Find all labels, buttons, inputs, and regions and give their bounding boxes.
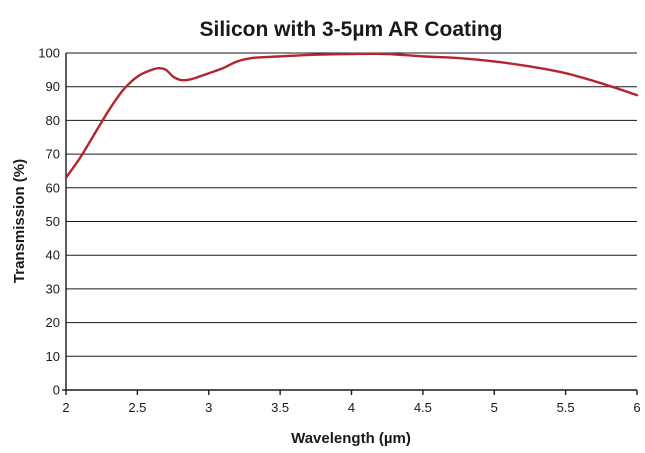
y-axis-label: Transmission (%) <box>11 159 28 283</box>
y-tick-label: 80 <box>46 113 60 128</box>
x-tick-label: 4 <box>348 400 355 415</box>
x-tick-label: 4.5 <box>414 400 432 415</box>
y-tick-label: 100 <box>38 46 60 61</box>
x-tick-label: 2.5 <box>128 400 146 415</box>
transmission-curve <box>64 52 639 179</box>
y-tick-label: 60 <box>46 180 60 195</box>
x-tick-label: 2 <box>62 400 69 415</box>
y-tick-label: 20 <box>46 315 60 330</box>
tick-labels: 0 10 20 30 40 50 60 70 80 90 100 2 2.5 3 3.5 4 4.5 5 5.5 6 <box>38 46 640 416</box>
x-tick-label: 3 <box>205 400 212 415</box>
x-tick-label: 5 <box>491 400 498 415</box>
x-tick-label: 6 <box>633 400 640 415</box>
y-tick-label: 50 <box>46 214 60 229</box>
x-tick-label: 3.5 <box>271 400 289 415</box>
y-tick-label: 30 <box>46 281 60 296</box>
x-tick-label: 5.5 <box>557 400 575 415</box>
y-tick-label: 70 <box>46 147 60 162</box>
y-tick-label: 0 <box>53 383 60 398</box>
y-tick-label: 10 <box>46 349 60 364</box>
grid-lines <box>62 52 638 395</box>
x-axis-label: Wavelength (µm) <box>291 430 411 447</box>
y-tick-label: 90 <box>46 79 60 94</box>
y-tick-label: 40 <box>46 248 60 263</box>
series-layer <box>64 52 639 179</box>
chart-title: Silicon with 3-5µm AR Coating <box>199 18 502 41</box>
